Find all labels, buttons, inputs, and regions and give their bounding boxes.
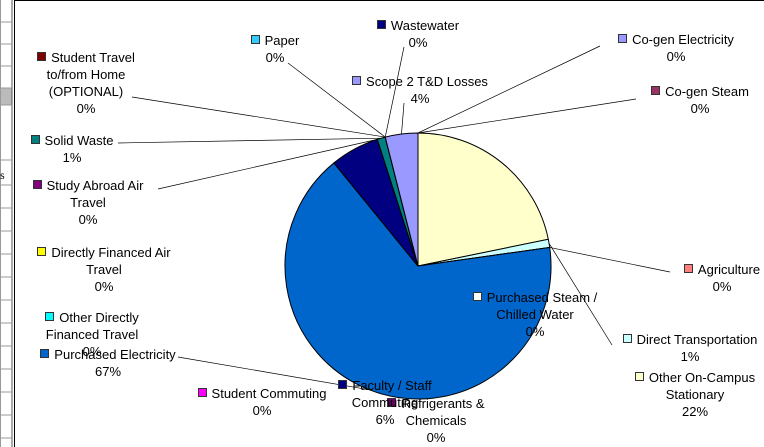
category-name: Study Abroad Air Travel [46,178,144,210]
slice-label: Purchased Electricity 67% [23,346,193,380]
slice-label: Directly Financed Air Travel 0% [19,244,189,295]
legend-swatch [45,312,55,321]
leader-line [417,45,601,134]
value-label: 0% [426,430,446,445]
legend-swatch [376,20,386,29]
legend-swatch [618,34,628,43]
legend-swatch [634,372,644,381]
value-label: 6% [375,412,395,427]
legend-swatch [32,180,42,189]
slice-label: Co-gen Electricity 0% [601,31,751,65]
slice-label: Student Commuting 0% [182,385,342,419]
value-label: 4% [410,91,430,106]
legend-swatch [37,52,47,61]
slice-label: Purchased Steam / Chilled Water 0% [460,289,610,340]
value-label: 0% [252,403,272,418]
leader-line [131,96,386,138]
slice-label: Paper 0% [235,32,315,66]
legend-swatch [250,35,260,44]
value-label: 1% [62,150,82,165]
category-name: Wastewater [390,18,460,33]
pie-slice [417,132,549,267]
legend-swatch [651,86,661,95]
category-name: Purchased Electricity [54,347,176,362]
leader-line [548,243,613,346]
leader-line [384,46,405,138]
legend-swatch [30,135,40,144]
category-name: Direct Transportation [636,332,758,347]
leader-line [177,356,370,391]
slice-label: Refrigerants & Chemicals 0% [376,395,496,446]
category-name: Student Commuting [211,386,327,401]
category-name: Directly Financed Air Travel [51,245,171,277]
category-name: Co-gen Electricity [632,32,734,47]
category-name: Co-gen Steam [665,84,749,99]
category-name: Paper [264,33,300,48]
value-label: 0% [94,279,114,294]
slice-label: Scope 2 T&D Losses 4% [340,73,500,107]
value-label: 67% [94,364,122,379]
leader-line [549,247,671,273]
legend-swatch [622,334,632,343]
legend-swatch [472,292,482,301]
value-label: 0% [666,49,686,64]
cell-fragment: s [0,168,5,182]
category-name: Scope 2 T&D Losses [366,74,488,89]
legend-swatch [37,247,47,256]
legend-swatch [197,388,207,397]
category-name: Other Directly Financed Travel [45,310,139,342]
value-label: 0% [408,35,428,50]
value-label: 22% [681,404,709,419]
leader-line [117,137,382,144]
slice-label: Direct Transportation 1% [610,331,764,365]
legend-swatch [352,76,362,85]
leader-line [401,102,405,135]
legend-swatch [338,380,348,389]
slice-label: Solid Waste 1% [22,132,122,166]
value-label: 1% [680,349,700,364]
value-label: 0% [82,344,102,359]
category-name: Agriculture [697,262,761,277]
slice-label: Other Directly Financed Travel 0% [27,309,157,360]
pie-slice [284,162,552,400]
leader-line [157,139,378,190]
category-name: Purchased Steam / Chilled Water [486,290,598,322]
value-label: 0% [525,324,545,339]
value-label: 0% [78,212,98,227]
legend-swatch [387,398,397,407]
slice-label: Other On-Campus Stationary 22% [625,369,764,420]
slice-label: Co-gen Steam 0% [640,83,760,117]
leader-line [417,98,637,134]
category-name: Refrigerants & Chemicals [401,396,485,428]
legend-swatch [683,264,693,273]
category-name: Solid Waste [44,133,114,148]
slice-label: Study Abroad Air Travel 0% [18,177,158,228]
value-label: 0% [265,50,285,65]
slice-label: Faculty / Staff Commuting 6% [335,377,435,428]
value-label: 0% [712,279,732,294]
category-name: Faculty / Staff Commuting [351,378,432,410]
slice-label: Agriculture 0% [677,261,764,295]
slice-label: Student Travel to/from Home (OPTIONAL) 0% [21,49,151,117]
category-name: Other On-Campus Stationary [648,370,756,402]
sheet-strip [0,0,13,447]
pie [284,132,552,400]
leader-line [287,62,386,138]
category-name: Student Travel to/from Home (OPTIONAL) [46,50,135,99]
value-label: 0% [76,101,96,116]
legend-swatch [40,349,50,358]
leader-lines [117,45,671,391]
slice-label: Wastewater 0% [363,17,473,51]
value-label: 0% [690,101,710,116]
